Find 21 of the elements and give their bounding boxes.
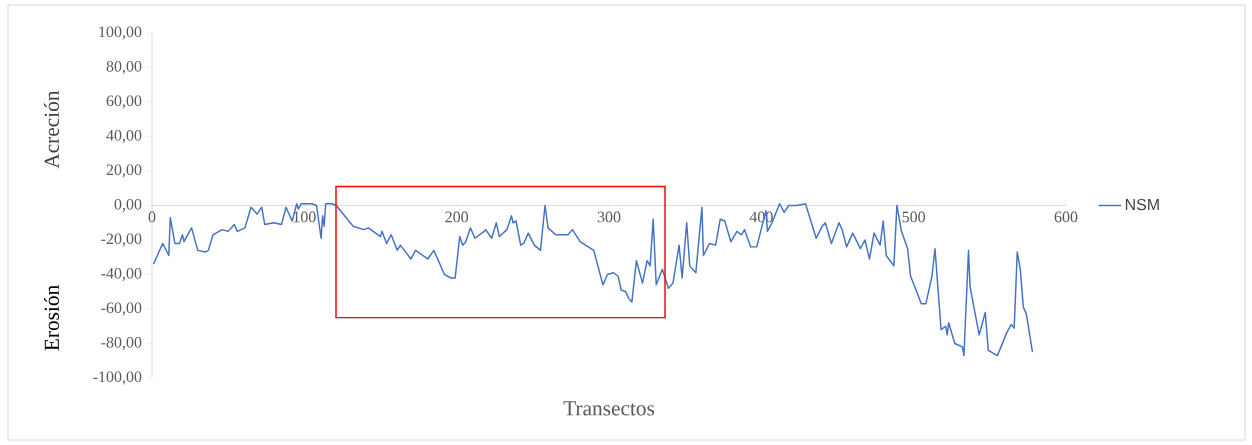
x-tick-label: 300 (597, 211, 621, 223)
y-tick-label: 100,00 (99, 26, 142, 40)
y-tick-label: -20,00 (101, 233, 142, 247)
y-axis-title: Acreción (43, 90, 59, 169)
legend-label: NSM (1125, 198, 1159, 211)
x-tick-label: 500 (902, 211, 926, 223)
y-tick-label: 80,00 (106, 60, 142, 75)
x-tick-label: 0 (148, 211, 156, 223)
x-tick-label: 600 (1054, 211, 1078, 223)
y-tick-label: 0,00 (114, 198, 142, 213)
y-tick-label: 20,00 (106, 164, 142, 178)
y-tick-label: -80,00 (101, 336, 142, 351)
y-tick-label: 40,00 (106, 129, 142, 144)
y-tick-label: 60,00 (106, 95, 142, 109)
y-tick-label: -100,00 (93, 371, 142, 385)
y-tick-label: -60,00 (101, 302, 142, 316)
y-tick-label: -40,00 (101, 267, 142, 282)
x-axis-title: Transectos (563, 401, 655, 416)
text: Erosión (43, 285, 59, 351)
x-tick-label: 100 (293, 211, 316, 223)
x-tick-label: 200 (445, 211, 469, 223)
